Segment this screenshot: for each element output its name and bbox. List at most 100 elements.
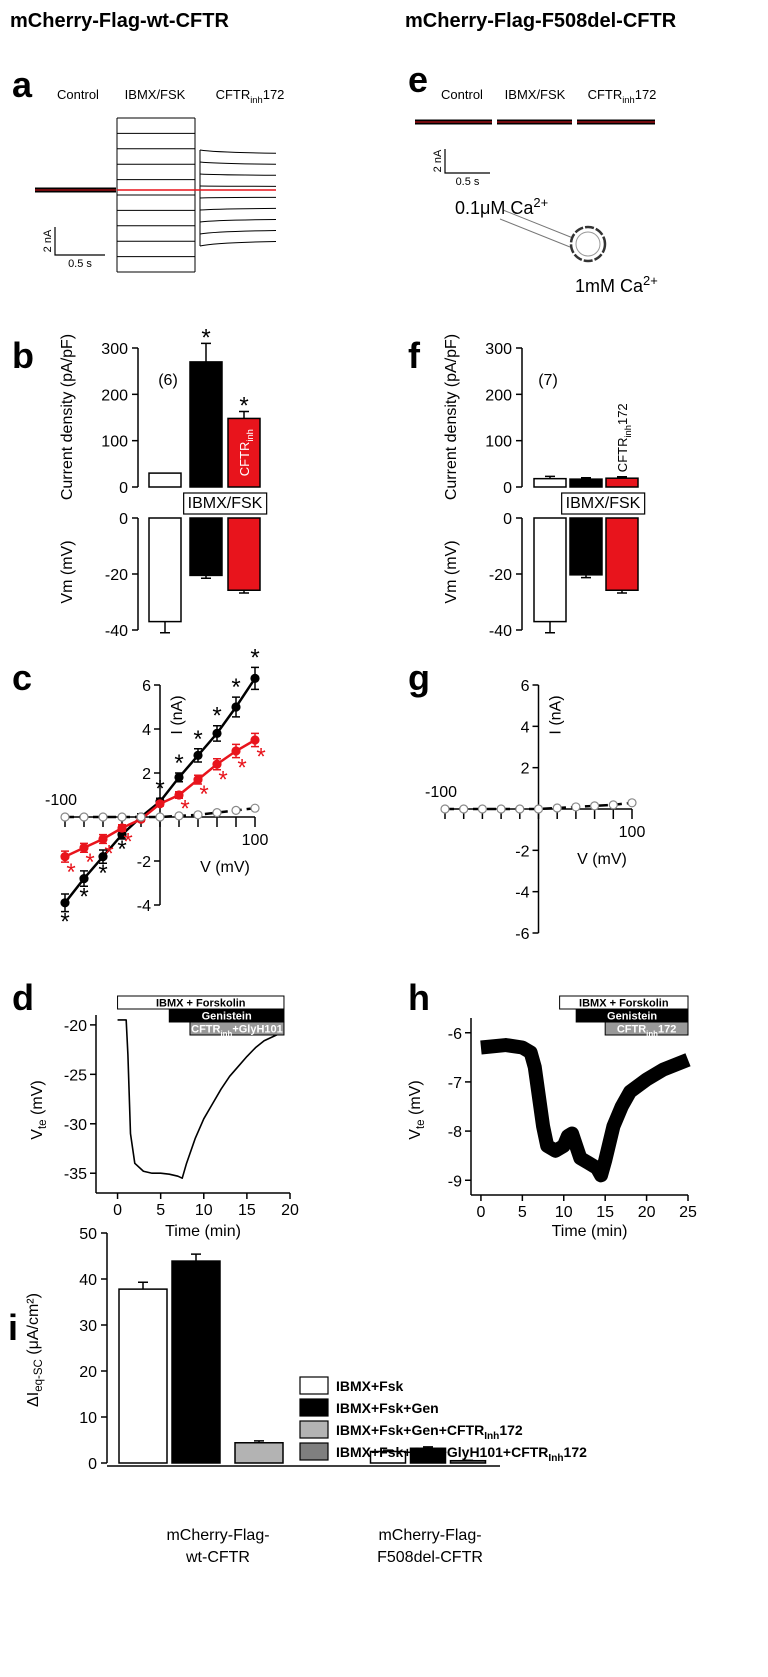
significance: * — [79, 883, 88, 910]
significance: * — [218, 767, 227, 794]
treatment-label: IBMX + Forskolin — [156, 998, 246, 1010]
treatment-label: Genistein — [202, 1011, 252, 1023]
marker — [193, 774, 203, 785]
significance: * — [123, 828, 132, 855]
y-axis-label: ΔIeq-SC (μA/cm²) — [25, 1293, 45, 1407]
marker — [627, 798, 637, 808]
x-tick-label: 15 — [596, 1204, 614, 1221]
text-part: Inh — [548, 1453, 563, 1464]
marker — [193, 810, 203, 820]
y-tick-label: 4 — [521, 719, 530, 736]
legend-swatch — [299, 1420, 329, 1439]
trace — [199, 173, 277, 176]
marker — [98, 812, 108, 822]
y-tick-label: -40 — [489, 623, 512, 640]
trace — [199, 196, 277, 199]
marker — [250, 735, 260, 745]
text-part: ΔI — [25, 1392, 42, 1407]
panel-letter: i — [8, 1307, 18, 1348]
marker — [459, 804, 469, 814]
scale-bar — [444, 149, 490, 174]
marker — [477, 804, 487, 814]
text-part: te — [37, 1119, 49, 1129]
x-axis-label: V (mV) — [200, 859, 250, 876]
treatment-label: IBMX + Forskolin — [579, 998, 669, 1010]
text-part: 2+ — [643, 273, 658, 288]
marker — [496, 804, 506, 814]
error-bar — [191, 1253, 201, 1262]
y-tick-label: 0 — [503, 480, 512, 497]
y-tick-label: 0 — [88, 1456, 97, 1473]
significance: * — [212, 703, 221, 730]
bar — [189, 517, 223, 577]
series-line — [445, 801, 633, 811]
y-tick-label: 20 — [79, 1364, 97, 1381]
y-tick-label: -40 — [105, 623, 128, 640]
x-tick-label: 25 — [679, 1204, 697, 1221]
x-tick-label: mCherry-Flag- — [378, 1527, 481, 1544]
trace — [117, 1019, 278, 1179]
x-tick-label: 0 — [113, 1202, 122, 1219]
marker — [60, 812, 70, 822]
scale-bar — [54, 227, 105, 256]
y-axis-label: Vte (mV) — [29, 1080, 49, 1139]
bar-label: CFTRinh172 — [615, 403, 633, 472]
marker — [79, 843, 89, 853]
significance: * — [237, 755, 246, 782]
legend-label: IBMX+Fsk+Gen+CFTRInh172 — [336, 1422, 523, 1442]
x-tick-label: 5 — [518, 1204, 527, 1221]
significance: * — [104, 840, 113, 867]
y-tick-label: 200 — [101, 387, 128, 404]
condition-label: CFTRinh172 — [216, 87, 285, 105]
x-tick-label: 0 — [476, 1204, 485, 1221]
x-tick-label: mCherry-Flag- — [166, 1527, 269, 1544]
x-axis-label: Time (min) — [165, 1223, 241, 1240]
text-part: CFTR — [588, 87, 623, 102]
y-axis-label: Current density (pA/pF) — [59, 334, 76, 500]
marker — [174, 811, 184, 821]
y-tick-label: 0 — [119, 511, 128, 528]
marker — [98, 851, 108, 862]
significance: * — [66, 859, 75, 886]
marker — [136, 812, 146, 822]
marker — [117, 812, 127, 822]
marker — [60, 898, 70, 908]
bar — [533, 517, 567, 623]
column-title: mCherry-Flag-F508del-CFTR — [405, 10, 677, 32]
cell — [575, 231, 601, 257]
significance: * — [117, 836, 126, 863]
marker — [155, 799, 165, 809]
text-part: Inh — [484, 1431, 499, 1442]
panel-letter: e — [408, 59, 428, 100]
legend-label: IBMX+Fsk+Gen — [336, 1400, 439, 1416]
text-part: inh — [245, 429, 255, 441]
cell — [499, 209, 574, 248]
significance: * — [98, 860, 107, 887]
bar — [227, 417, 261, 488]
panel-letter: f — [408, 335, 421, 376]
significance: * — [250, 644, 259, 671]
marker — [117, 823, 127, 833]
marker — [552, 803, 562, 813]
text-part: V — [29, 1129, 46, 1140]
x-tick-label: 20 — [281, 1202, 299, 1219]
group-box — [561, 492, 646, 515]
error-bar — [138, 1281, 148, 1290]
y-tick-label: -8 — [448, 1124, 462, 1141]
text-part: inh — [220, 1030, 232, 1039]
marker — [212, 807, 222, 818]
bar — [533, 477, 567, 488]
cell — [569, 225, 607, 263]
marker — [440, 804, 450, 814]
trace — [480, 1038, 691, 1183]
text-part: 2+ — [533, 195, 548, 210]
text-part: CFTR — [216, 87, 251, 102]
y-axis-label: I (nA) — [169, 695, 186, 734]
text-part: inh — [622, 95, 634, 105]
condition-label: IBMX/FSK — [505, 87, 566, 102]
panel-letter: c — [12, 657, 32, 698]
trace — [199, 229, 277, 235]
x-axis-label: V (mV) — [577, 851, 627, 868]
panel-letter: a — [12, 64, 33, 105]
trace — [199, 241, 277, 247]
